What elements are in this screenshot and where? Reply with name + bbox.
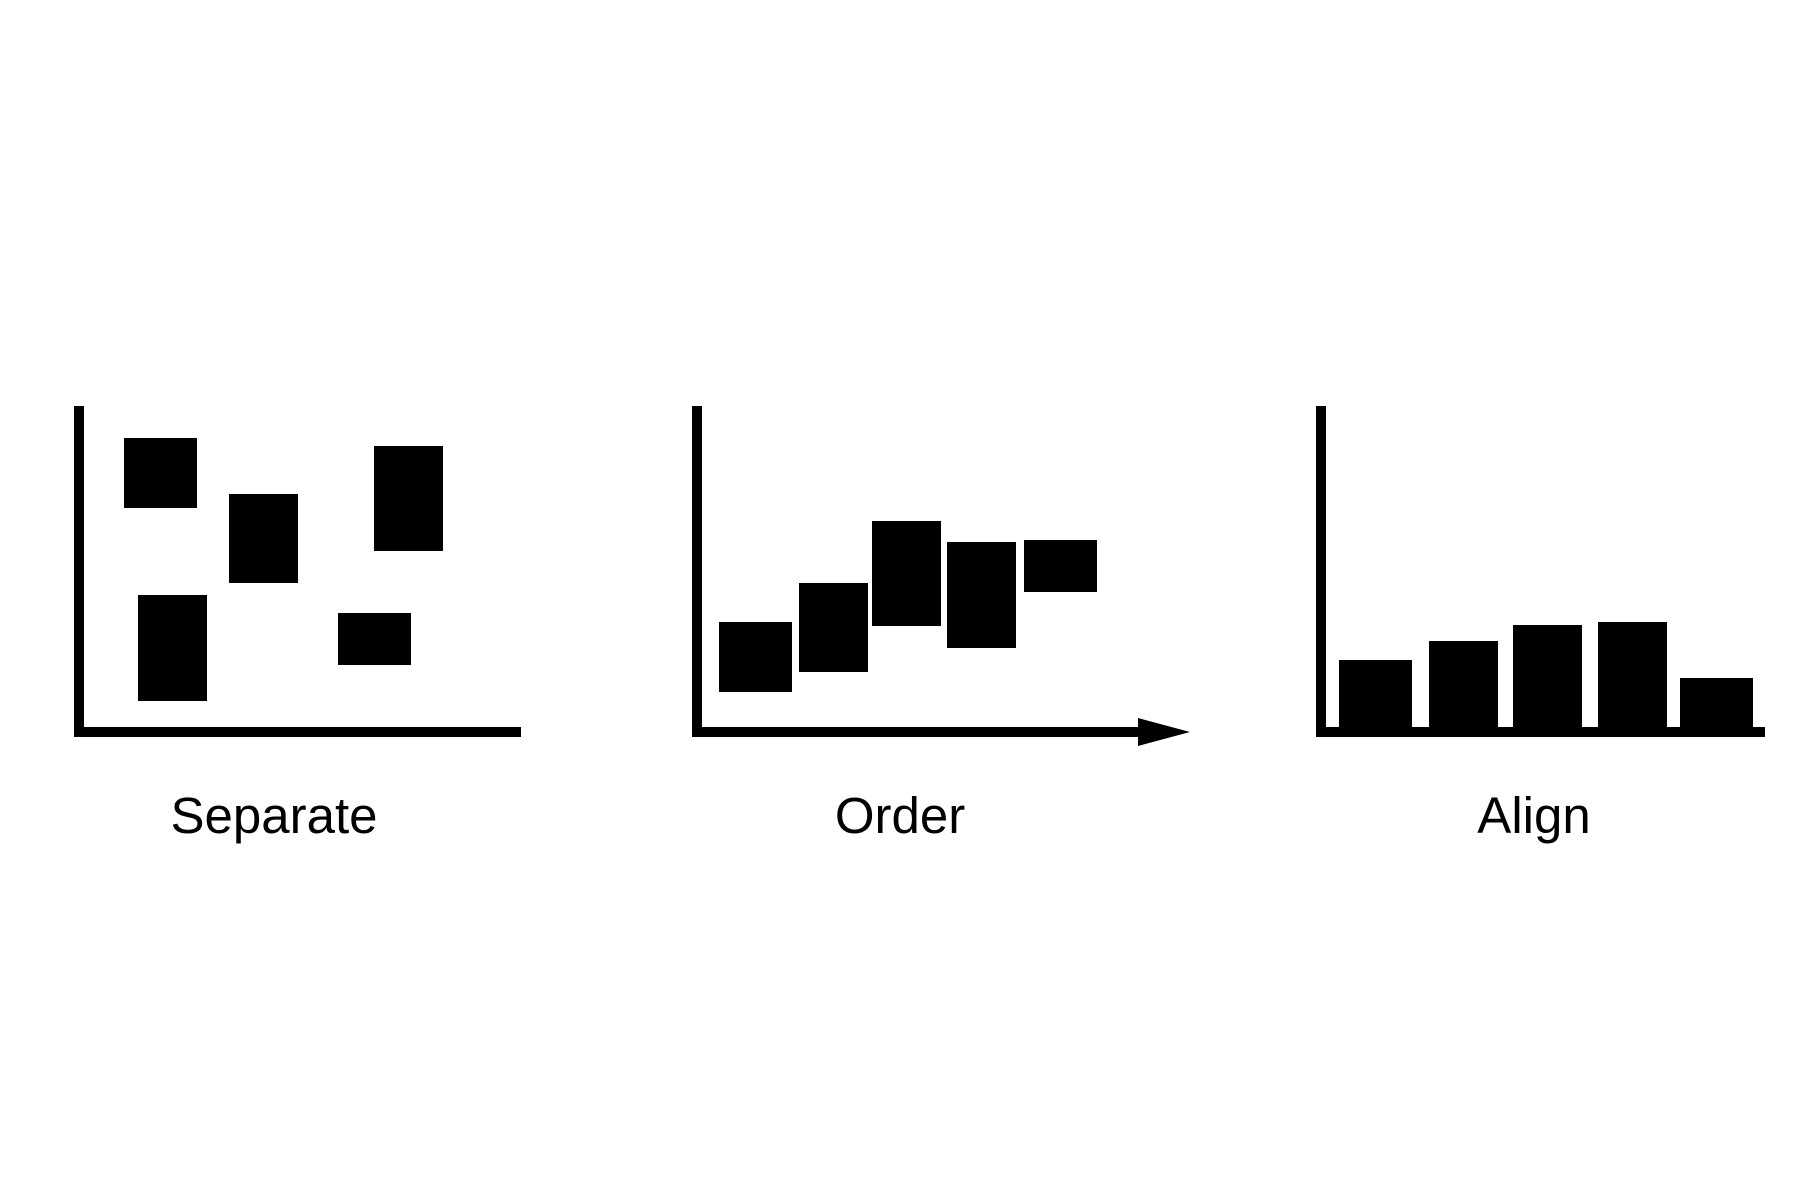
order-block-4 — [947, 542, 1016, 648]
separate-block-1 — [124, 438, 197, 508]
separate-block-4 — [138, 595, 207, 701]
panel-order-y-axis — [692, 406, 702, 736]
align-block-5 — [1680, 678, 1753, 730]
order-block-3 — [872, 521, 941, 626]
order-block-1 — [719, 622, 792, 692]
align-block-4 — [1598, 622, 1667, 730]
panel-separate-axes — [74, 406, 521, 737]
align-block-2 — [1429, 641, 1498, 730]
panel-separate-blocks — [124, 438, 443, 701]
order-block-5 — [1024, 540, 1097, 592]
panel-align-x-axis — [1316, 727, 1765, 737]
align-block-3 — [1513, 625, 1582, 730]
caption-order: Order — [834, 787, 966, 844]
panel-separate — [74, 406, 521, 737]
panel-order-axes — [692, 406, 1190, 746]
panel-separate-y-axis — [74, 406, 84, 736]
caption-align: Align — [1477, 787, 1591, 844]
separate-block-2 — [229, 494, 298, 583]
panel-align-y-axis — [1316, 406, 1326, 736]
panel-align-axes — [1316, 406, 1765, 737]
caption-separate: Separate — [170, 787, 378, 844]
panel-align-blocks — [1339, 622, 1753, 730]
separate-block-5 — [338, 613, 411, 665]
panel-order — [692, 406, 1190, 746]
panel-align — [1316, 406, 1765, 737]
separate-block-3 — [374, 446, 443, 551]
panel-separate-x-axis — [74, 727, 521, 737]
align-block-1 — [1339, 660, 1412, 730]
order-block-2 — [799, 583, 868, 672]
panel-order-x-axis-arrowhead — [1138, 718, 1190, 746]
panel-order-blocks — [719, 521, 1097, 692]
panel-order-x-axis — [692, 727, 1142, 737]
